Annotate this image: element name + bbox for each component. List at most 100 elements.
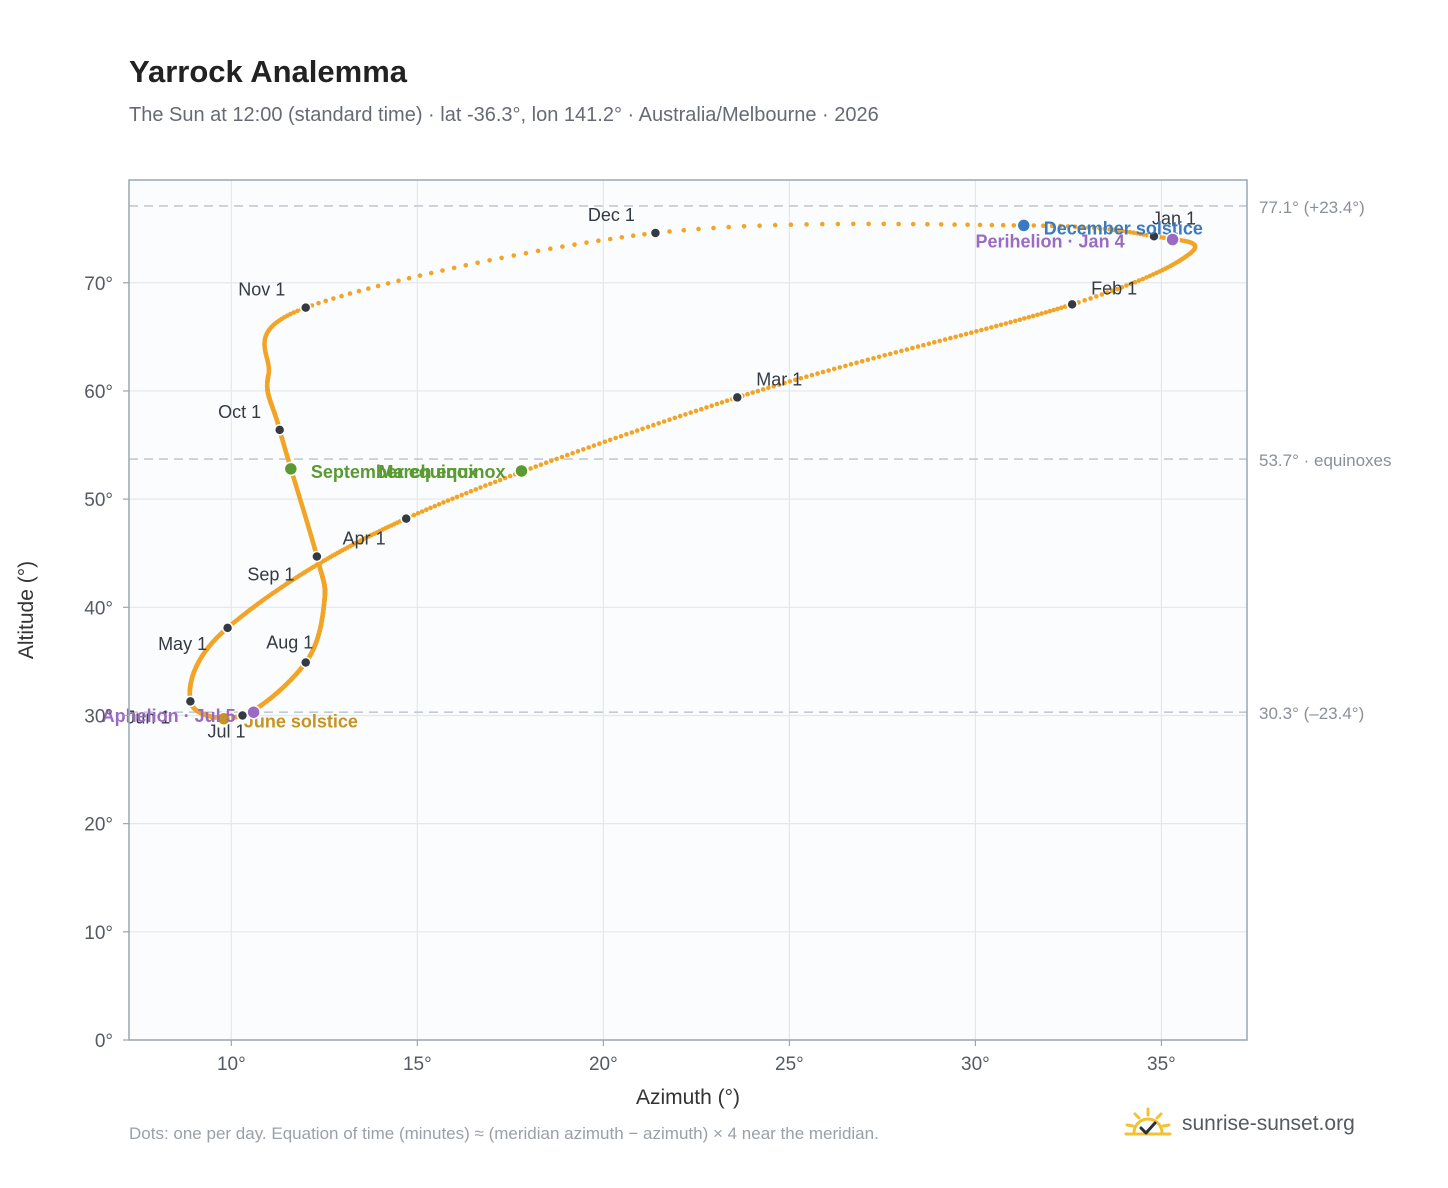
analemma-day-dot [831,366,837,372]
analemma-day-dot [396,278,401,284]
analemma-day-dot [776,382,782,387]
analemma-day-dot [1088,296,1093,301]
y-axis-label: Altitude (°) [15,561,38,659]
reference-line-label: 53.7° · equinoxes [1259,451,1392,470]
analemma-day-dot [1043,310,1049,315]
chart-title: Yarrock Analemma [129,54,408,89]
x-tick-label: 20° [589,1054,618,1075]
analemma-day-dot [899,348,904,354]
analemma-day-dot [596,238,601,243]
analemma-day-dot [1102,226,1108,232]
analemma-day-dot [711,225,716,231]
analemma-day-dot [1079,224,1085,230]
y-tick-label: 10° [84,923,113,944]
analemma-day-dot [688,410,693,415]
analemma-day-dot [411,512,417,518]
y-tick-label: 0° [95,1031,113,1052]
month-marker-label: Dec 1 [588,205,635,225]
analemma-day-dot [719,400,725,405]
analemma-day-dot [835,221,841,227]
analemma-day-dot [570,450,575,456]
analemma-day-dot [463,263,469,268]
analemma-day-dot [1055,306,1060,312]
analemma-day-dot [554,456,559,462]
analemma-day-dot [1031,223,1037,228]
analemma-day-dot [865,357,871,363]
analemma-day-dot [291,310,297,315]
y-tick-label: 30° [84,706,113,727]
analemma-day-dot [323,298,329,304]
analemma-day-dot [440,268,445,273]
month-marker-label: Apr 1 [343,529,386,549]
analemma-day-dot [528,466,533,471]
analemma-day-dot [356,288,362,294]
analemma-day-dot [497,477,503,483]
analemma-day-dot [910,221,916,227]
analemma-day-dot [607,236,613,242]
analemma-day-dot [804,374,809,380]
analemma-day-dot [910,345,915,351]
y-tick-label: 50° [84,490,113,511]
analemma-day-dot [921,342,926,348]
analemma-day-dot [1000,222,1006,228]
analemma-day-dot [581,447,586,452]
analemma-day-dot [475,260,480,266]
analemma-day-dot [339,293,344,299]
analemma-day-dot [602,439,608,445]
month-marker-label: Feb 1 [1091,278,1137,298]
month-marker-label: Oct 1 [218,402,261,422]
analemma-day-dot [619,235,625,240]
analemma-day-dot [915,344,921,349]
month-marker-dot [299,656,312,669]
analemma-day-dot [1030,313,1036,319]
analemma-day-dot [523,250,529,256]
analemma-day-dot [979,327,984,333]
analemma-day-dot [952,222,957,227]
x-tick-label: 15° [403,1054,432,1075]
analemma-day-dot [488,481,493,487]
brand-logo[interactable]: sunrise-sunset.org [1122,1104,1355,1144]
analemma-day-dot [667,417,672,423]
analemma-day-dot [1086,225,1091,230]
event-marker-label: September equinox [311,462,478,482]
analemma-day-dot [473,487,479,492]
analemma-day-dot [560,244,565,249]
event-marker-dot [246,704,261,720]
analemma-day-dot [428,505,433,511]
x-axis-label: Azimuth (°) [636,1086,740,1109]
analemma-day-dot [904,347,910,352]
analemma-day-dot [798,376,804,381]
month-marker-label: Jun 1 [126,707,170,727]
analemma-day-dot [782,380,787,386]
analemma-day-dot [977,222,983,228]
analemma-day-dot [989,325,994,330]
analemma-day-dot [1140,276,1146,282]
analemma-day-dot [771,383,776,389]
analemma-day-dot [640,426,645,432]
analemma-day-dot [607,437,613,443]
analemma-day-dot [896,221,901,227]
analemma-day-dot [1039,311,1044,316]
analemma-day-dot [316,300,321,306]
analemma-day-dot [559,454,565,460]
analemma-day-dot [965,222,970,227]
event-marker-dot [216,711,232,726]
analemma-day-dot [681,227,687,233]
analemma-day-dot [629,430,635,435]
analemma-day-dot [714,401,720,407]
analemma-day-dot [375,283,381,289]
analemma-day-dot [533,464,538,469]
analemma-day-dot [848,362,854,367]
analemma-day-dot [1132,279,1138,285]
month-marker-dot [1148,230,1160,243]
analemma-day-dot [804,222,809,227]
analemma-day-dot [1049,223,1055,229]
analemma-day-dot [451,265,457,271]
month-marker-label: Mar 1 [756,369,802,389]
analemma-day-dot [428,270,434,276]
analemma-curve [187,221,1198,721]
analemma-day-dot [613,435,618,441]
month-marker-label: Sep 1 [247,564,294,584]
x-tick-label: 30° [961,1054,990,1075]
y-tick-label: 60° [84,382,113,403]
